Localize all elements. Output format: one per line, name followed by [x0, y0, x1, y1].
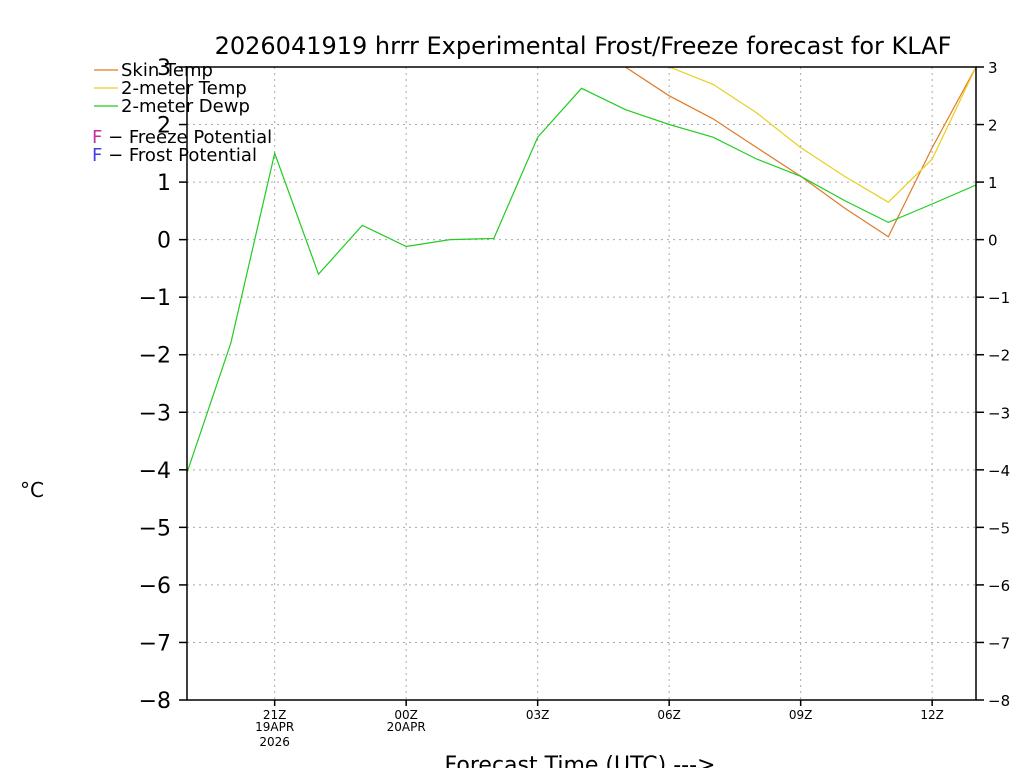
y-tick-label-left: −5 — [139, 516, 171, 541]
legend-label: 2-meter Dewp — [121, 96, 250, 117]
y-axis-label: °C — [20, 478, 44, 502]
series-line-2-meter-temp — [668, 67, 976, 203]
y-tick-label-left: 1 — [157, 171, 171, 196]
plot-frame — [186, 66, 977, 701]
legend-potential-text: − Freeze Potential — [102, 127, 272, 148]
y-tick-label-right: 3 — [988, 59, 998, 77]
y-tick-label-left: −2 — [139, 344, 171, 369]
x-tick-label: 00Z — [394, 708, 418, 722]
x-tick-label: 09Z — [789, 708, 813, 722]
x-tick-date: 20APR — [387, 720, 426, 734]
y-tick-label-left: −3 — [139, 401, 171, 426]
legend-potential: F − Frost Potential — [92, 145, 257, 166]
y-tick-label-left: 3 — [157, 56, 171, 81]
y-tick-label-right: −7 — [988, 634, 1010, 652]
y-tick-label-right: −3 — [988, 404, 1010, 422]
series-lines — [187, 67, 976, 473]
y-axis-left: −8 −7 −6 −5 −4 −3 −2 −1 0 1 2 3 — [139, 56, 187, 714]
y-tick-label-left: 2 — [157, 114, 171, 139]
x-tick-label: 21Z — [263, 708, 287, 722]
x-tick-date: 19APR — [255, 720, 294, 734]
y-tick-label-right: 1 — [988, 174, 998, 192]
y-tick-label-right: 2 — [988, 117, 998, 135]
y-tick-label-right: −8 — [988, 692, 1010, 710]
y-axis-right: −8 −7 −6 −5 −4 −3 −2 −1 0 1 2 3 — [976, 59, 1010, 710]
y-tick-label-right: −4 — [988, 462, 1010, 480]
series-line-2-meter-dewp — [187, 87, 976, 473]
x-axis-label: Forecast Time (UTC) ---> — [445, 753, 716, 768]
grid-lines — [187, 67, 976, 700]
y-tick-label-right: −1 — [988, 289, 1010, 307]
y-tick-label-left: −8 — [139, 689, 171, 714]
legend-label: Skin Temp — [121, 60, 213, 81]
y-tick-label-right: 0 — [988, 232, 998, 250]
y-tick-label-left: −7 — [139, 631, 171, 656]
legend-potential: F − Freeze Potential — [92, 127, 272, 148]
x-tick-label: 06Z — [657, 708, 681, 722]
y-tick-label-left: −4 — [139, 459, 171, 484]
y-tick-label-left: −6 — [139, 574, 171, 599]
y-tick-label-right: −6 — [988, 577, 1010, 595]
x-tick-label: 03Z — [526, 708, 550, 722]
y-tick-label-left: 0 — [157, 229, 171, 254]
legend-label: 2-meter Temp — [121, 78, 247, 99]
x-tick-year: 2026 — [259, 735, 290, 749]
y-tick-label-right: −5 — [988, 519, 1010, 537]
x-tick-label: 12Z — [920, 708, 944, 722]
legend-potential-letter: F — [92, 127, 102, 148]
legend-potential-text: − Frost Potential — [102, 145, 257, 166]
chart-title: 2026041919 hrrr Experimental Frost/Freez… — [215, 32, 952, 60]
legend-potential-letter: F — [92, 145, 102, 166]
y-tick-label-right: −2 — [988, 347, 1010, 365]
y-tick-label-left: −1 — [139, 286, 171, 311]
